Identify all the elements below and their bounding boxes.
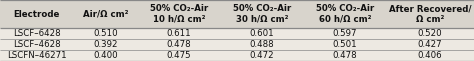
Text: 0.472: 0.472 bbox=[250, 51, 274, 60]
Text: 0.400: 0.400 bbox=[93, 51, 118, 60]
Text: LSCFN–46271: LSCFN–46271 bbox=[7, 51, 66, 60]
Text: 0.501: 0.501 bbox=[333, 40, 357, 49]
Text: 0.392: 0.392 bbox=[93, 40, 118, 49]
Text: 0.601: 0.601 bbox=[250, 29, 274, 38]
Bar bbox=[0, 0, 474, 28]
Text: 0.611: 0.611 bbox=[167, 29, 191, 38]
Text: 0.427: 0.427 bbox=[418, 40, 442, 49]
Text: 0.406: 0.406 bbox=[418, 51, 442, 60]
Text: 0.488: 0.488 bbox=[250, 40, 274, 49]
Text: Air/Ω cm²: Air/Ω cm² bbox=[83, 10, 128, 19]
Bar bbox=[0, 50, 474, 61]
Text: Electrode: Electrode bbox=[14, 10, 60, 19]
Text: 50% CO₂-Air
10 h/Ω cm²: 50% CO₂-Air 10 h/Ω cm² bbox=[150, 4, 208, 24]
Text: LSCF–4628: LSCF–4628 bbox=[13, 40, 61, 49]
Text: 50% CO₂-Air
30 h/Ω cm²: 50% CO₂-Air 30 h/Ω cm² bbox=[233, 4, 291, 24]
Text: 0.478: 0.478 bbox=[333, 51, 357, 60]
Text: LSCF–6428: LSCF–6428 bbox=[13, 29, 61, 38]
Text: 0.510: 0.510 bbox=[93, 29, 118, 38]
Bar bbox=[0, 28, 474, 39]
Text: 50% CO₂-Air
60 h/Ω cm²: 50% CO₂-Air 60 h/Ω cm² bbox=[316, 4, 374, 24]
Text: 0.475: 0.475 bbox=[167, 51, 191, 60]
Text: 0.478: 0.478 bbox=[167, 40, 191, 49]
Bar bbox=[0, 39, 474, 50]
Text: 0.520: 0.520 bbox=[418, 29, 442, 38]
Text: After Recovered/
Ω cm²: After Recovered/ Ω cm² bbox=[389, 4, 472, 24]
Text: 0.597: 0.597 bbox=[333, 29, 357, 38]
